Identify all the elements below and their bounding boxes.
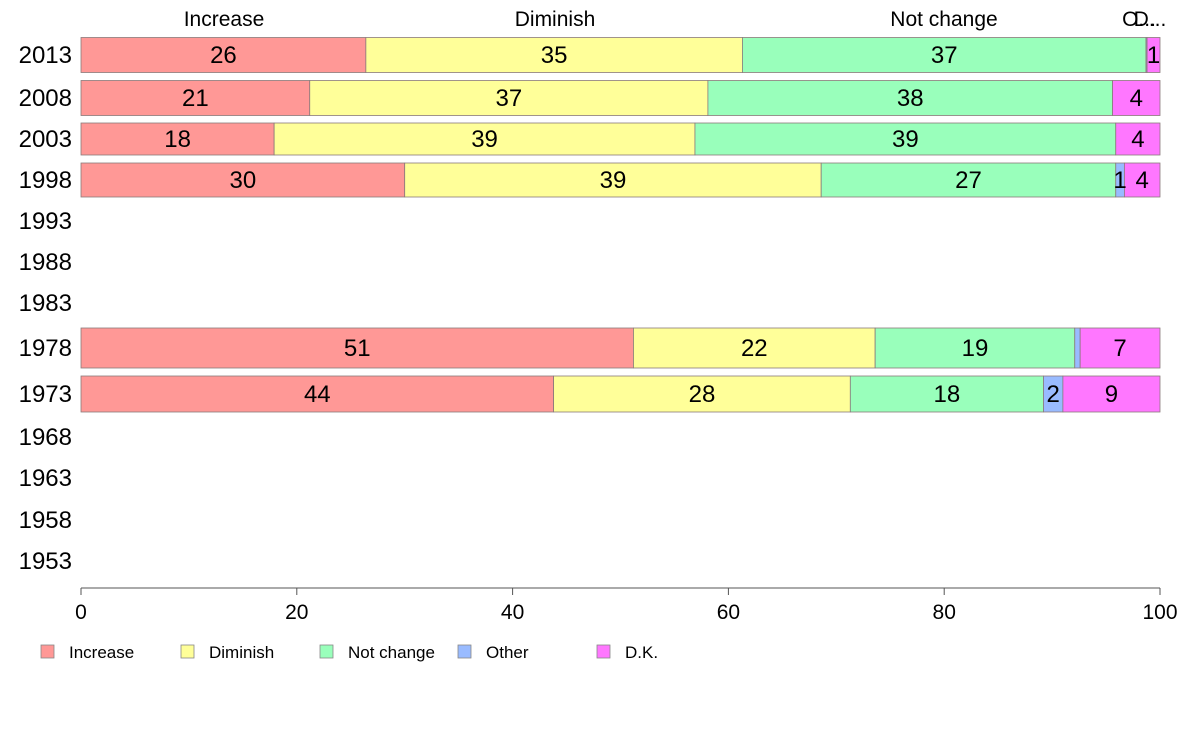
y-tick-label-1973: 1973 bbox=[19, 381, 72, 408]
top-label-increase: Increase bbox=[184, 8, 265, 31]
bar-label-1998-diminish: 39 bbox=[600, 167, 627, 194]
bar-2013-not-change bbox=[742, 37, 1147, 73]
bar-1978-increase bbox=[80, 327, 634, 369]
bar-1978-d-k bbox=[1079, 327, 1161, 369]
bar-1973-diminish bbox=[553, 375, 851, 413]
bar-label-1973-other: 2 bbox=[1046, 381, 1059, 408]
bar-label-2003-not-change: 39 bbox=[892, 126, 919, 153]
bar-2008-not-change bbox=[707, 80, 1113, 116]
bar-1973-d-k bbox=[1062, 375, 1161, 413]
bar-label-1978-increase: 51 bbox=[344, 335, 371, 362]
y-tick-label-2003: 2003 bbox=[19, 126, 72, 153]
bar-1978-diminish bbox=[633, 327, 876, 369]
legend-swatch-diminish bbox=[180, 644, 195, 659]
y-axis-labels: 2013 2008 2003 1998 1993 1988 1983 1978 1973 1968… bbox=[19, 42, 72, 575]
bar-label-1973-increase: 44 bbox=[304, 381, 331, 408]
bar-1973-increase bbox=[80, 375, 555, 413]
legend-swatch-not-change bbox=[319, 644, 334, 659]
y-tick-label-1958: 1958 bbox=[19, 507, 72, 534]
y-tick-label-1998: 1998 bbox=[19, 167, 72, 194]
x-tick-label-20: 20 bbox=[285, 601, 308, 624]
x-axis: 0 20 40 60 80 100 bbox=[75, 587, 1178, 624]
bar-label-1978-d-k: 7 bbox=[1113, 335, 1126, 362]
bar-label-2008-diminish: 37 bbox=[495, 85, 522, 112]
legend-swatch-d-k bbox=[596, 644, 611, 659]
bar-label-2008-d-k: 4 bbox=[1130, 85, 1143, 112]
y-tick-label-1988: 1988 bbox=[19, 249, 72, 276]
bar-label-1998-not-change: 27 bbox=[955, 167, 982, 194]
top-label-not-change: Not change bbox=[890, 8, 997, 31]
bar-2003-not-change bbox=[694, 122, 1117, 156]
legend-swatch-increase bbox=[40, 644, 55, 659]
bar-2013-increase bbox=[80, 37, 367, 73]
legend-label-not-change: Not change bbox=[348, 643, 435, 662]
top-label-d: D... bbox=[1134, 8, 1167, 31]
y-tick-label-1963: 1963 bbox=[19, 465, 72, 492]
legend-swatch-other bbox=[457, 644, 472, 659]
bar-label-2003-d-k: 4 bbox=[1131, 126, 1144, 153]
legend-label-d-k: D.K. bbox=[625, 643, 658, 662]
legend-label-increase: Increase bbox=[69, 643, 134, 662]
legend-label-diminish: Diminish bbox=[209, 643, 274, 662]
x-tick-label-40: 40 bbox=[501, 601, 524, 624]
bar-2003-increase bbox=[80, 122, 275, 156]
y-tick-label-1953: 1953 bbox=[19, 548, 72, 575]
bar-label-1978-not-change: 19 bbox=[962, 335, 989, 362]
y-tick-label-1968: 1968 bbox=[19, 424, 72, 451]
bar-1998-not-change bbox=[820, 162, 1117, 198]
bar-label-2013-d-k: 1 bbox=[1147, 42, 1160, 69]
bar-label-2008-increase: 21 bbox=[182, 85, 209, 112]
bar-2003-diminish bbox=[273, 122, 696, 156]
bar-2008-d-k bbox=[1112, 80, 1161, 116]
bar-label-1973-not-change: 18 bbox=[934, 381, 961, 408]
top-label-o: O... bbox=[1122, 8, 1156, 31]
bar-2008-diminish bbox=[309, 80, 709, 116]
x-tick-label-100: 100 bbox=[1142, 601, 1177, 624]
bar-label-1998-increase: 30 bbox=[229, 167, 256, 194]
legend-label-other: Other bbox=[486, 643, 529, 662]
bar-label-1973-diminish: 28 bbox=[689, 381, 716, 408]
bar-1973-not-change bbox=[849, 375, 1044, 413]
bar-label-1998-other: 1 bbox=[1113, 167, 1126, 194]
bar-1998-increase bbox=[80, 162, 406, 198]
y-tick-label-1978: 1978 bbox=[19, 335, 72, 362]
legend: Increase Diminish Not change Other D.K. bbox=[40, 643, 658, 662]
x-tick-label-0: 0 bbox=[75, 601, 87, 624]
bar-label-1998-d-k: 4 bbox=[1136, 167, 1149, 194]
bar-label-2013-increase: 26 bbox=[210, 42, 237, 69]
bar-label-2013-diminish: 35 bbox=[541, 42, 568, 69]
y-tick-label-1993: 1993 bbox=[19, 208, 72, 235]
top-label-diminish: Diminish bbox=[515, 8, 596, 31]
bar-label-1978-diminish: 22 bbox=[741, 335, 768, 362]
bar-label-2003-increase: 18 bbox=[164, 126, 191, 153]
bar-label-2003-diminish: 39 bbox=[471, 126, 498, 153]
bar-1978-other bbox=[1074, 327, 1081, 369]
y-tick-label-1983: 1983 bbox=[19, 290, 72, 317]
y-tick-label-2008: 2008 bbox=[19, 85, 72, 112]
bar-labels-layer: 26 35 37 121 37 38 418 39 39 430 39 27 1 451 22 19 744 28… bbox=[164, 42, 1160, 408]
bar-label-1973-d-k: 9 bbox=[1105, 381, 1118, 408]
x-tick-label-60: 60 bbox=[717, 601, 740, 624]
top-labels-layer: Increase Diminish Not change O...D... bbox=[184, 8, 1167, 31]
bars-layer bbox=[80, 37, 1161, 413]
y-tick-label-2013: 2013 bbox=[19, 42, 72, 69]
bar-label-2008-not-change: 38 bbox=[897, 85, 924, 112]
bar-2003-d-k bbox=[1115, 122, 1161, 156]
bar-1998-d-k bbox=[1123, 162, 1161, 198]
bar-2013-d-k bbox=[1146, 37, 1161, 73]
x-tick-label-80: 80 bbox=[933, 601, 956, 624]
bar-label-2013-not-change: 37 bbox=[931, 42, 958, 69]
bar-2008-increase bbox=[80, 80, 311, 116]
bar-2013-diminish bbox=[365, 37, 743, 73]
